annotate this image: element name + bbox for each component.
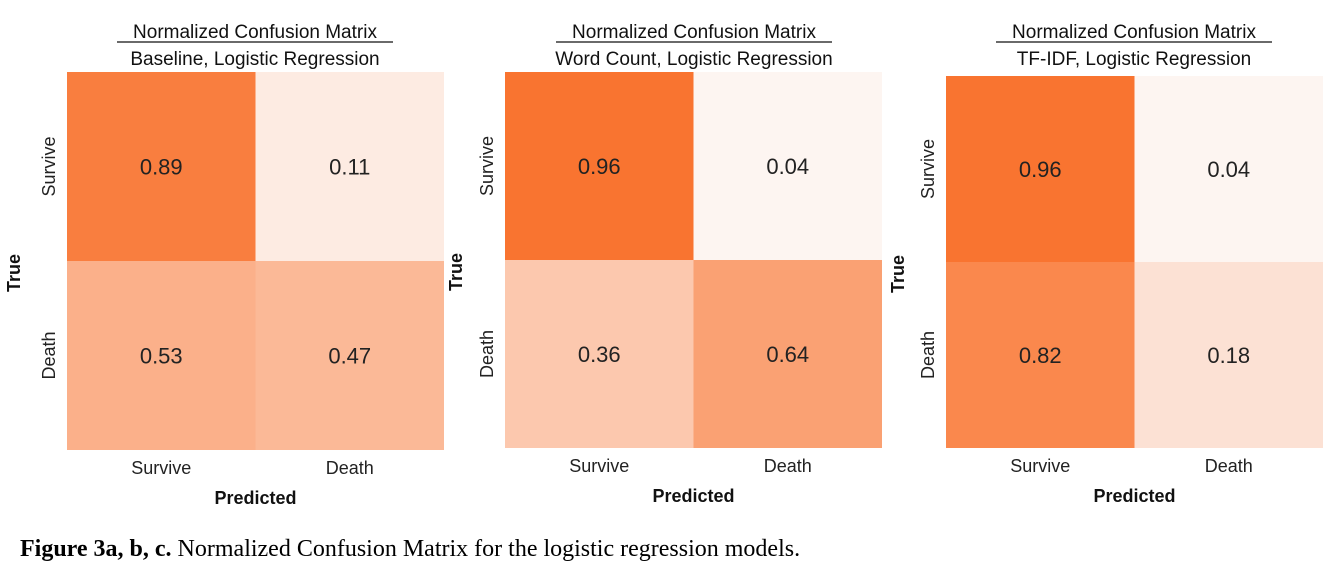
cell-value-label: 0.82 xyxy=(1019,343,1062,368)
y-tick-label: Death xyxy=(918,331,938,379)
y-tick-label: Survive xyxy=(39,136,59,196)
y-tick-label: Survive xyxy=(477,136,497,196)
x-tick-label: Death xyxy=(1205,456,1253,476)
heatmap-cell xyxy=(946,76,1135,262)
cell-value-label: 0.04 xyxy=(1207,157,1250,182)
confusion-matrix-figure: Normalized Confusion Matrix Baseline, Log… xyxy=(4,22,1323,508)
heatmap-cell xyxy=(693,72,882,260)
heatmap-cell xyxy=(1134,262,1323,448)
heatmap-cell xyxy=(505,72,694,260)
chart-title: Normalized Confusion Matrix xyxy=(133,22,377,43)
caption-number: 3a, b, c. xyxy=(93,536,172,562)
chart-subtitle: Word Count, Logistic Regression xyxy=(555,49,832,70)
heatmap-cell xyxy=(255,72,444,261)
x-axis-label: Predicted xyxy=(1093,486,1175,506)
heatmap-cell xyxy=(946,262,1135,448)
caption-text: Normalized Confusion Matrix for the logi… xyxy=(177,536,801,562)
x-tick-label: Death xyxy=(326,458,374,478)
x-axis-label: Predicted xyxy=(214,488,296,508)
y-axis-label: True xyxy=(888,255,908,293)
cell-value-label: 0.89 xyxy=(140,155,183,180)
caption-label: Figure xyxy=(20,536,88,562)
heatmap-cell xyxy=(67,72,256,261)
chart-title: Normalized Confusion Matrix xyxy=(572,22,816,43)
figure-caption: Figure 3a, b, c. Normalized Confusion Ma… xyxy=(20,536,1310,563)
y-tick-label: Death xyxy=(477,330,497,378)
cell-value-label: 0.04 xyxy=(766,154,809,179)
cell-value-label: 0.11 xyxy=(329,155,370,180)
cell-value-label: 0.64 xyxy=(766,342,809,367)
x-tick-label: Survive xyxy=(1010,456,1070,476)
cell-value-label: 0.36 xyxy=(578,342,621,367)
cell-value-label: 0.47 xyxy=(328,344,371,369)
heatmap-cell xyxy=(505,260,694,448)
heatmap-cell xyxy=(693,260,882,448)
y-tick-label: Death xyxy=(39,331,59,379)
chart-title: Normalized Confusion Matrix xyxy=(1012,22,1256,43)
y-tick-label: Survive xyxy=(918,139,938,199)
x-tick-label: Death xyxy=(764,456,812,476)
heatmap-cell xyxy=(67,261,256,450)
y-axis-label: True xyxy=(4,254,24,292)
x-tick-label: Survive xyxy=(131,458,191,478)
heatmap-cell xyxy=(1134,76,1323,262)
y-axis-label: True xyxy=(446,253,466,291)
chart-subtitle: Baseline, Logistic Regression xyxy=(130,49,379,70)
cell-value-label: 0.18 xyxy=(1207,343,1250,368)
chart-subtitle: TF-IDF, Logistic Regression xyxy=(1017,49,1251,70)
x-axis-label: Predicted xyxy=(652,486,734,506)
heatmap-cell xyxy=(255,261,444,450)
x-tick-label: Survive xyxy=(569,456,629,476)
cell-value-label: 0.96 xyxy=(1019,157,1062,182)
cell-value-label: 0.53 xyxy=(140,344,183,369)
cell-value-label: 0.96 xyxy=(578,154,621,179)
